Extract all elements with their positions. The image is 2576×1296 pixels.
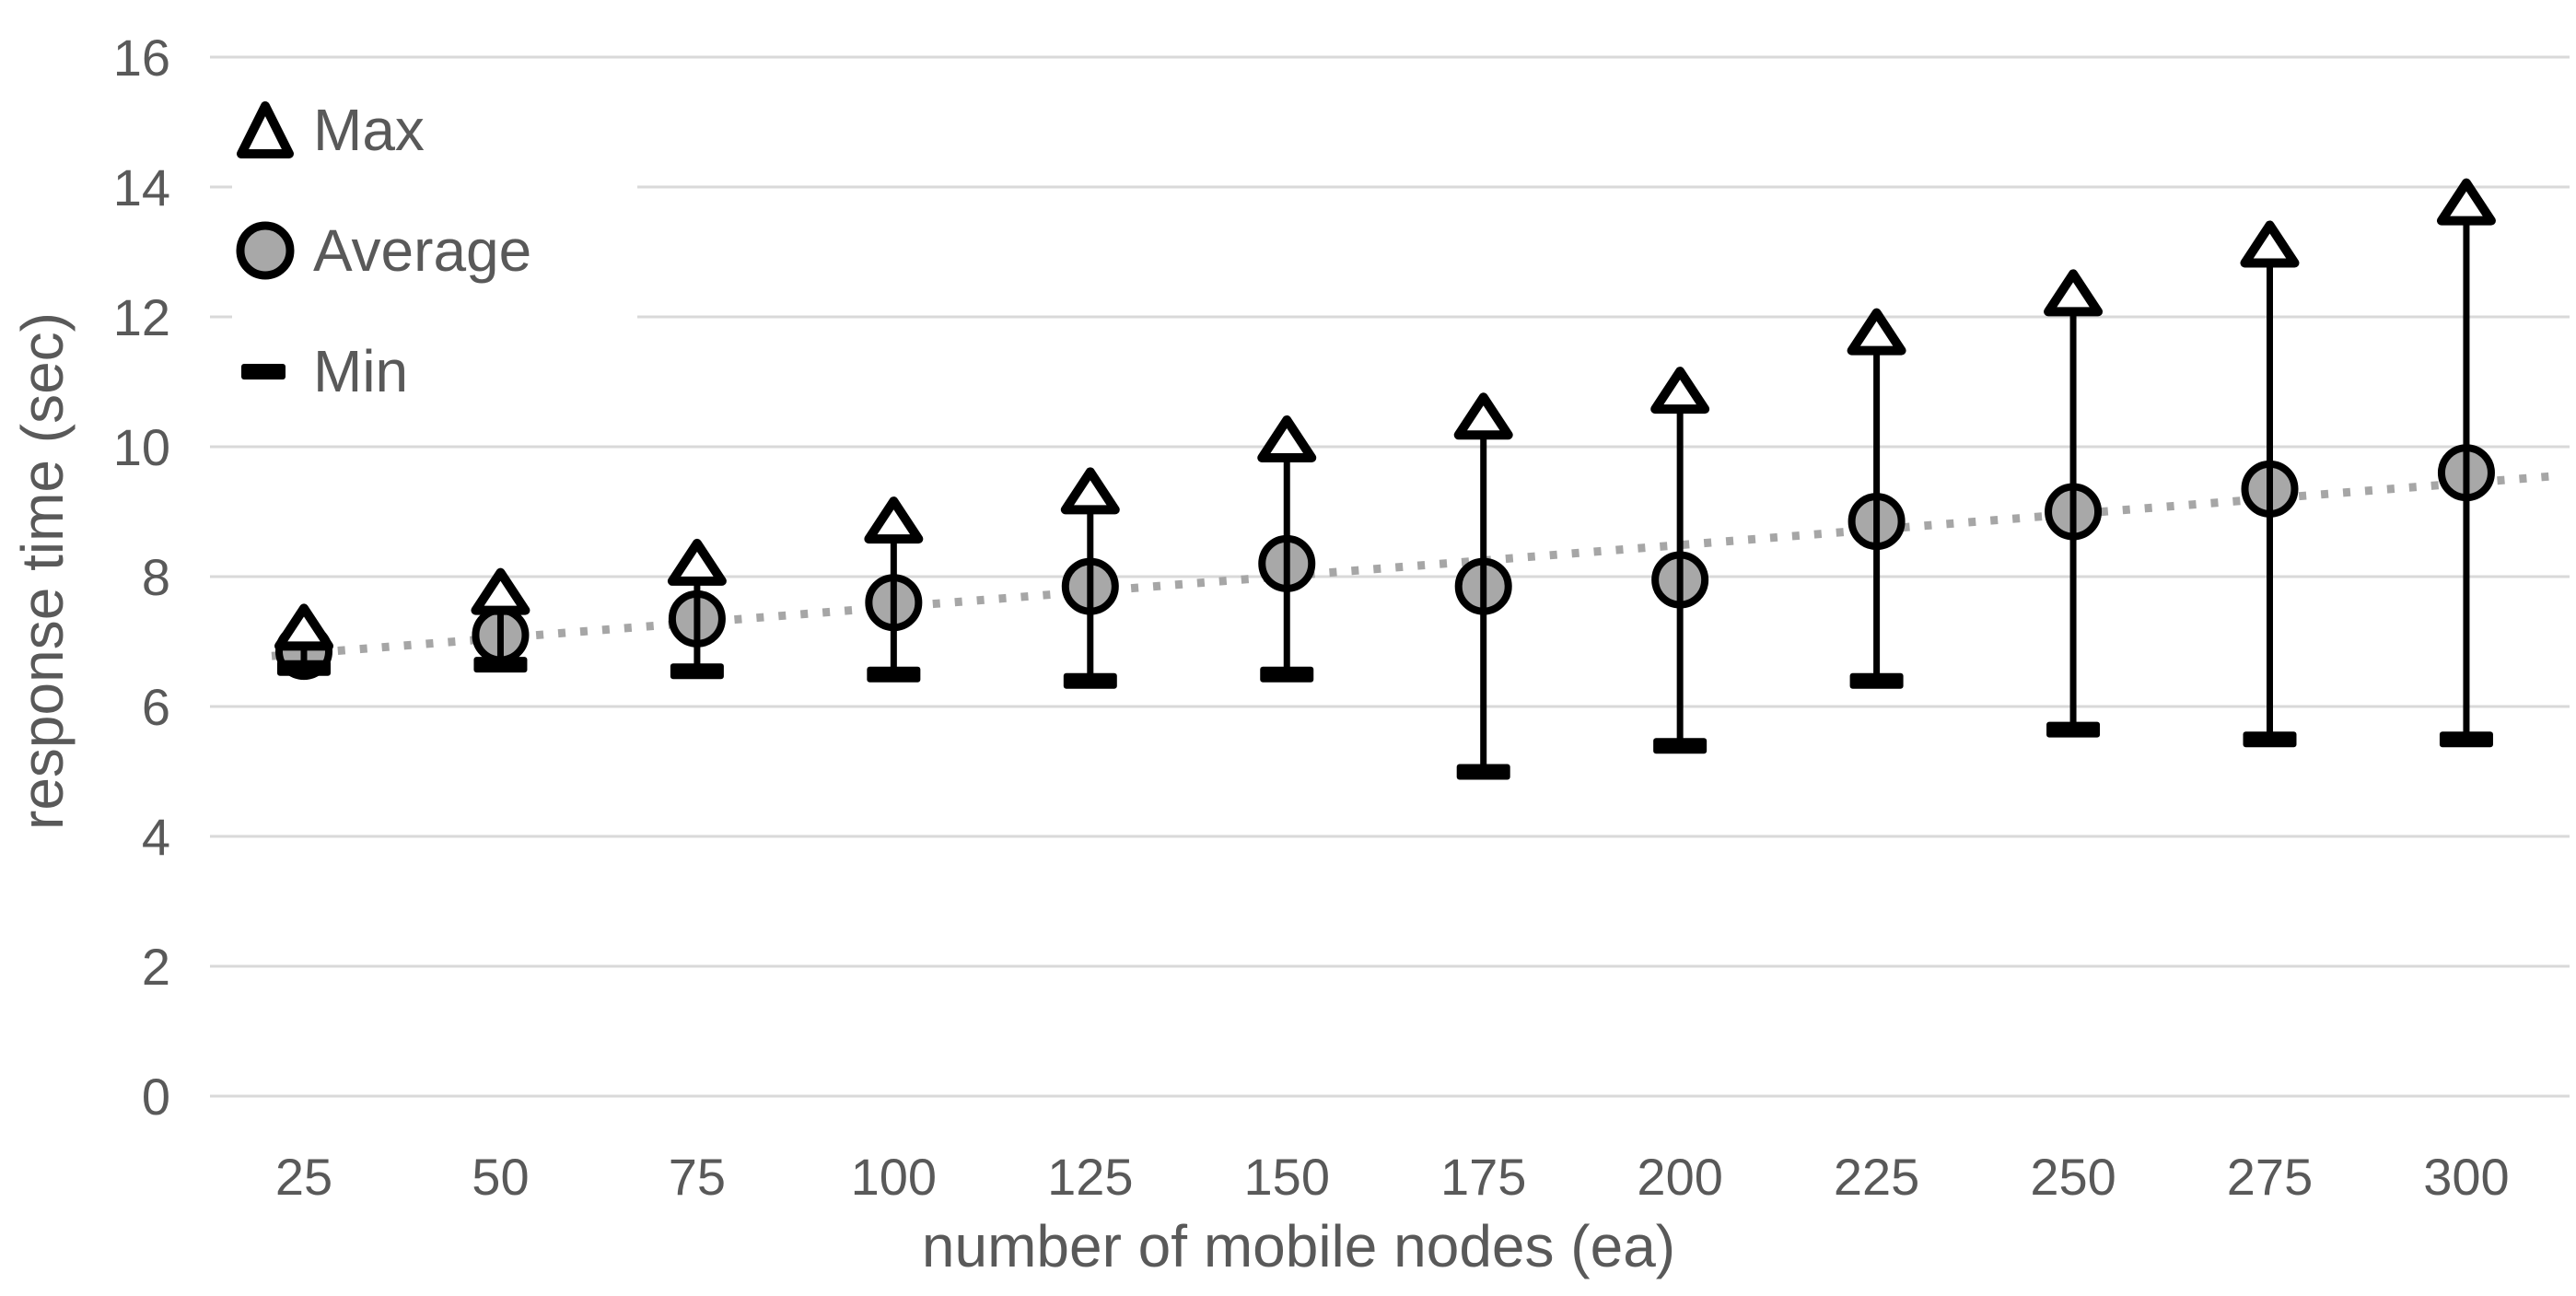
min-marker bbox=[2046, 721, 2101, 738]
max-marker bbox=[274, 603, 333, 651]
trendline bbox=[271, 472, 2550, 660]
legend-item-max: Max bbox=[232, 79, 637, 181]
max-marker bbox=[2044, 269, 2104, 317]
min-marker bbox=[1849, 672, 1904, 689]
dash-min-icon bbox=[241, 364, 286, 379]
x-tick-label: 150 bbox=[1244, 1148, 1330, 1206]
legend: Max Average Min bbox=[232, 79, 637, 422]
x-tick-label: 175 bbox=[1440, 1148, 1526, 1206]
legend-label-max: Max bbox=[313, 97, 425, 163]
legend-item-average: Average bbox=[232, 200, 637, 301]
y-tick-label: 12 bbox=[113, 288, 170, 346]
legend-item-min: Min bbox=[232, 321, 637, 422]
min-marker bbox=[2243, 731, 2297, 748]
x-tick-label: 250 bbox=[2030, 1148, 2116, 1206]
max-marker bbox=[667, 538, 727, 586]
x-tick-label: 25 bbox=[275, 1148, 332, 1206]
circle-average-icon bbox=[236, 221, 295, 280]
x-tick-label: 125 bbox=[1047, 1148, 1133, 1206]
x-tick-label: 50 bbox=[472, 1148, 529, 1206]
min-marker bbox=[277, 660, 331, 676]
y-tick-label: 10 bbox=[113, 418, 170, 476]
x-tick-label: 275 bbox=[2227, 1148, 2313, 1206]
max-marker bbox=[1847, 308, 1906, 356]
y-axis-title: response time (sec) bbox=[9, 312, 76, 830]
max-marker bbox=[1650, 367, 1710, 414]
min-marker bbox=[1653, 738, 1708, 754]
y-tick-label: 8 bbox=[142, 548, 170, 606]
legend-label-min: Min bbox=[313, 338, 409, 404]
x-tick-label: 300 bbox=[2423, 1148, 2509, 1206]
min-marker bbox=[1063, 672, 1117, 689]
x-tick-label: 100 bbox=[851, 1148, 937, 1206]
x-tick-label: 75 bbox=[669, 1148, 726, 1206]
y-tick-label: 16 bbox=[113, 29, 170, 87]
max-marker bbox=[2436, 178, 2496, 226]
x-tick-label: 225 bbox=[1834, 1148, 1919, 1206]
max-marker bbox=[2240, 220, 2300, 268]
x-axis-title: number of mobile nodes (ea) bbox=[921, 1213, 1676, 1279]
max-marker bbox=[471, 567, 530, 615]
y-tick-label: 0 bbox=[142, 1068, 170, 1126]
triangle-max-icon bbox=[237, 101, 294, 158]
min-marker bbox=[1456, 764, 1510, 780]
max-marker bbox=[864, 496, 924, 544]
y-tick-label: 14 bbox=[113, 158, 170, 216]
min-marker bbox=[670, 663, 724, 680]
min-marker bbox=[1260, 666, 1314, 683]
max-marker bbox=[1060, 467, 1120, 515]
min-marker bbox=[2439, 731, 2493, 748]
y-tick-label: 2 bbox=[142, 938, 170, 996]
y-tick-label: 6 bbox=[142, 678, 170, 736]
max-marker bbox=[1453, 392, 1513, 440]
max-marker bbox=[1257, 414, 1317, 462]
y-tick-label: 4 bbox=[142, 808, 170, 866]
x-tick-label: 200 bbox=[1637, 1148, 1722, 1206]
legend-label-average: Average bbox=[313, 217, 532, 284]
min-marker bbox=[867, 666, 921, 683]
min-marker bbox=[473, 657, 528, 673]
